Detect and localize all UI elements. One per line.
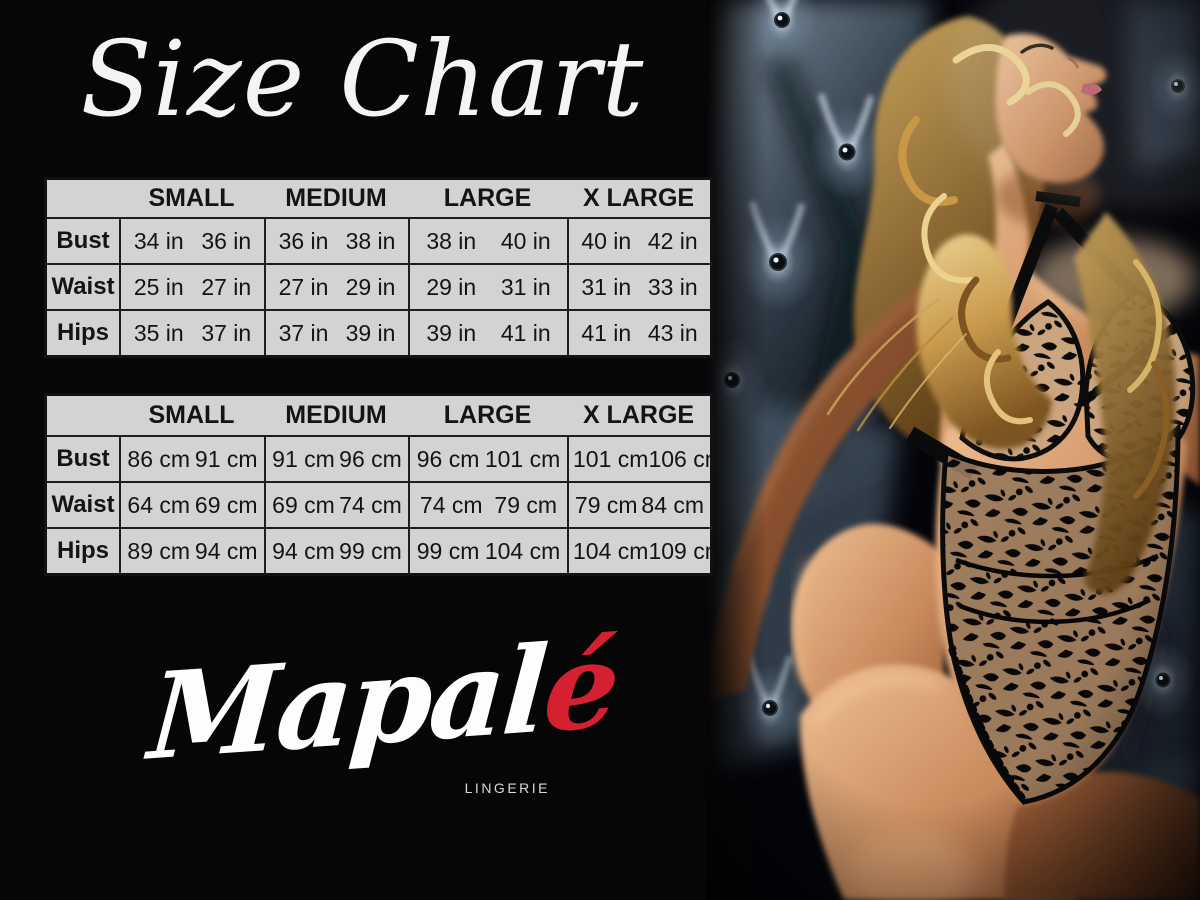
cell-large: 39 in 41 in [408,311,567,355]
cell-large: 96 cm 101 cm [408,437,567,481]
cell-medium: 36 in 38 in [264,219,408,263]
vignette [706,0,1200,900]
cell-medium: 69 cm 74 cm [264,483,408,527]
brand-accent-letter: é [539,614,622,760]
cell-medium: 37 in 39 in [264,311,408,355]
corner-cell [47,396,119,435]
cell-medium: 27 in 29 in [264,265,408,309]
cell-small: 86 cm 91 cm [119,437,264,481]
model-photo [706,0,1200,900]
table-row-bust: Bust 86 cm 91 cm 91 cm 96 cm 96 cm 101 cm 1… [47,435,710,481]
row-label: Hips [56,537,109,564]
column-header-large: LARGE [443,184,532,212]
column-header-medium: MEDIUM [285,401,387,429]
brand-wordmark: Mapalé [144,614,622,787]
row-label: Bust [56,445,110,472]
row-label: Hips [56,319,109,346]
table-row-hips: Hips 35 in 37 in 37 in 39 in 39 in 41 in 41… [47,309,710,355]
cell-large: 99 cm 104 cm [408,529,567,573]
cell-large: 29 in 31 in [408,265,567,309]
size-table-cm-header: SMALL MEDIUM LARGE X LARGE [47,396,710,435]
cell-medium: 94 cm 99 cm [264,529,408,573]
table-row-waist: Waist 64 cm 69 cm 69 cm 74 cm 74 cm 79 cm 7… [47,481,710,527]
table-row-waist: Waist 25 in 27 in 27 in 29 in 29 in 31 in 3… [47,263,710,309]
row-label: Waist [51,273,115,300]
cell-xlarge: 41 in 43 in [567,311,710,355]
row-label: Waist [51,491,115,518]
cell-xlarge: 79 cm 84 cm [567,483,710,527]
cell-small: 64 cm 69 cm [119,483,264,527]
row-label: Bust [56,227,110,254]
chart-panel: Size Chart SMALL MEDIUM LARGE X LARGE Bu… [44,18,713,822]
cell-medium: 91 cm 96 cm [264,437,408,481]
cell-small: 34 in 36 in [119,219,264,263]
cell-large: 74 cm 79 cm [408,483,567,527]
cell-xlarge: 40 in 42 in [567,219,710,263]
column-header-medium: MEDIUM [285,184,387,212]
cell-large: 38 in 40 in [408,219,567,263]
cell-xlarge: 31 in 33 in [567,265,710,309]
brand-subtitle: LINGERIE [464,780,550,796]
column-header-xlarge: X LARGE [582,401,695,429]
table-row-hips: Hips 89 cm 94 cm 94 cm 99 cm 99 cm 104 cm 1… [47,527,710,573]
cell-small: 35 in 37 in [119,311,264,355]
cell-small: 25 in 27 in [119,265,264,309]
corner-cell [47,180,119,217]
size-table-inches-header: SMALL MEDIUM LARGE X LARGE [47,180,710,217]
column-header-small: SMALL [148,184,235,212]
column-header-xlarge: X LARGE [582,184,695,212]
brand-logo: Mapalé LINGERIE [145,614,622,822]
cell-small: 89 cm 94 cm [119,529,264,573]
size-table-inches: SMALL MEDIUM LARGE X LARGE Bust 34 in 36 … [44,177,713,358]
page-title: Size Chart [80,18,645,140]
column-header-small: SMALL [148,401,235,429]
table-row-bust: Bust 34 in 36 in 36 in 38 in 38 in 40 in 40… [47,217,710,263]
size-table-centimeters: SMALL MEDIUM LARGE X LARGE Bust 86 cm 91 … [44,393,713,576]
column-header-large: LARGE [443,401,532,429]
